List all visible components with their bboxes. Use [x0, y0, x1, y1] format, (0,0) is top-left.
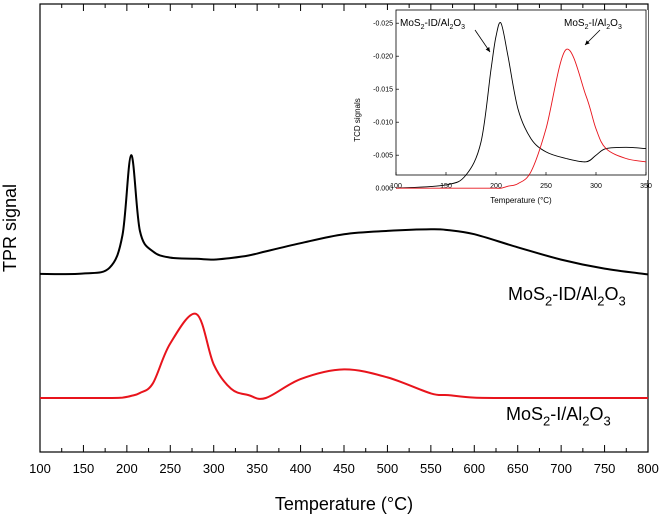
main-series-line-1: [39, 154, 649, 276]
inset-series-line-1: [395, 22, 647, 189]
inset-annotation-arrowhead-1: [485, 47, 490, 52]
inset-x-tick-label: 250: [540, 183, 552, 190]
inset-series-lines: [395, 22, 647, 189]
inset-y-tick-label: -0.005: [373, 153, 393, 160]
main-x-tick-label: 150: [73, 461, 95, 476]
main-x-tick-label: 650: [507, 461, 529, 476]
main-x-tick-label: 450: [333, 461, 355, 476]
main-x-axis: 100 150 200 250 300 350 400 450 500 550 600 650 700 7…: [29, 4, 659, 476]
main-x-tick-label: 550: [420, 461, 442, 476]
inset-y-tick-label: -0.015: [373, 87, 393, 94]
main-x-tick-label: 300: [203, 461, 225, 476]
main-x-tick-label: 600: [463, 461, 485, 476]
main-x-axis-title: Temperature (°C): [275, 494, 413, 514]
inset-y-tick-label: 0.000: [375, 186, 393, 193]
inset-series-line-2: [396, 49, 647, 189]
main-x-tick-label: 100: [29, 461, 51, 476]
main-x-tick-label: 250: [159, 461, 181, 476]
inset-y-tick-label: -0.025: [373, 21, 393, 28]
inset-x-tick-label: 300: [590, 183, 602, 190]
inset-plot-frame: [368, 10, 648, 180]
inset-y-tick-label: -0.010: [373, 120, 393, 127]
main-series-line-2: [40, 312, 648, 400]
main-x-tick-label: 700: [550, 461, 572, 476]
inset-label-mos2-i: MoS2-I/Al2O3: [564, 18, 622, 31]
main-series-lines: [39, 154, 649, 400]
main-x-tick-label: 800: [637, 461, 659, 476]
inset-chart: 100 150 200 250 300 350 0.000 -0.005 -0.010 -0.01…: [353, 9, 652, 205]
inset-x-axis-title: Temperature (°C): [490, 196, 552, 205]
series-label-mos2-id: MoS2-ID/Al2O3: [508, 284, 626, 308]
series-label-mos2-i: MoS2-I/Al2O3: [506, 404, 611, 428]
main-y-axis-title: TPR signal: [0, 184, 20, 272]
inset-y-axis-title: TCD signals: [353, 98, 362, 142]
inset-x-tick-label: 100: [390, 183, 402, 190]
main-x-tick-label: 750: [594, 461, 616, 476]
inset-annotation-arrowhead-2: [585, 40, 590, 45]
inset-x-tick-label: 200: [490, 183, 502, 190]
inset-axes-box: [395, 9, 647, 176]
inset-x-tick-label: 350: [640, 183, 652, 190]
inset-series-labels: MoS2-ID/Al2O3 MoS2-I/Al2O3: [400, 18, 622, 53]
inset-label-mos2-id: MoS2-ID/Al2O3: [400, 18, 465, 31]
main-x-tick-label: 500: [377, 461, 399, 476]
inset-x-tick-label: 150: [440, 183, 452, 190]
main-series-labels: MoS2-ID/Al2O3 MoS2-I/Al2O3: [506, 284, 626, 428]
inset-axes: 100 150 200 250 300 350 0.000 -0.005 -0.010 -0.01…: [373, 21, 652, 193]
main-x-tick-label: 200: [116, 461, 138, 476]
inset-y-tick-label: -0.020: [373, 54, 393, 61]
main-x-tick-label: 350: [246, 461, 268, 476]
main-x-tick-label: 400: [290, 461, 312, 476]
